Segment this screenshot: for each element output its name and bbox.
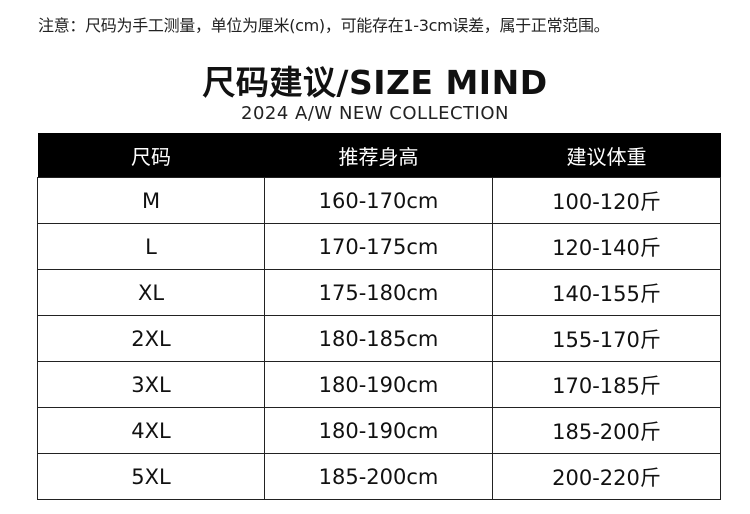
table-row: 5XL 185-200cm 200-220斤: [37, 453, 721, 500]
table-row: 3XL 180-190cm 170-185斤: [37, 361, 721, 408]
measurement-note: 注意：尺码为手工测量，单位为厘米(cm)，可能存在1-3cm误差，属于正常范围。: [38, 16, 610, 35]
height-cell: 180-185cm: [264, 315, 493, 362]
height-cell: 185-200cm: [264, 453, 493, 500]
header-height: 推荐身高: [264, 133, 493, 178]
table-row: 4XL 180-190cm 185-200斤: [37, 407, 721, 454]
table-row: L 170-175cm 120-140斤: [37, 223, 721, 270]
size-table: 尺码 推荐身高 建议体重 M 160-170cm 100-120斤 L 170-175c…: [37, 133, 721, 500]
page-title: 尺码建议/SIZE MIND: [202, 63, 548, 102]
weight-cell: 120-140斤: [492, 223, 721, 270]
height-cell: 180-190cm: [264, 407, 493, 454]
weight-cell: 100-120斤: [492, 177, 721, 224]
height-cell: 170-175cm: [264, 223, 493, 270]
height-cell: 175-180cm: [264, 269, 493, 316]
page-subtitle: 2024 A/W NEW COLLECTION: [241, 103, 509, 124]
weight-cell: 140-155斤: [492, 269, 721, 316]
weight-cell: 200-220斤: [492, 453, 721, 500]
table-row: XL 175-180cm 140-155斤: [37, 269, 721, 316]
weight-cell: 170-185斤: [492, 361, 721, 408]
size-cell: XL: [37, 269, 265, 316]
weight-cell: 185-200斤: [492, 407, 721, 454]
size-cell: 4XL: [37, 407, 265, 454]
height-cell: 160-170cm: [264, 177, 493, 224]
size-cell: 5XL: [37, 453, 265, 500]
size-cell: 2XL: [37, 315, 265, 362]
size-cell: M: [37, 177, 265, 224]
size-cell: 3XL: [37, 361, 265, 408]
size-cell: L: [37, 223, 265, 270]
header-size: 尺码: [37, 133, 265, 178]
weight-cell: 155-170斤: [492, 315, 721, 362]
height-cell: 180-190cm: [264, 361, 493, 408]
table-row: 2XL 180-185cm 155-170斤: [37, 315, 721, 362]
table-header-row: 尺码 推荐身高 建议体重: [37, 133, 721, 178]
header-weight: 建议体重: [492, 133, 721, 178]
table-row: M 160-170cm 100-120斤: [37, 177, 721, 224]
